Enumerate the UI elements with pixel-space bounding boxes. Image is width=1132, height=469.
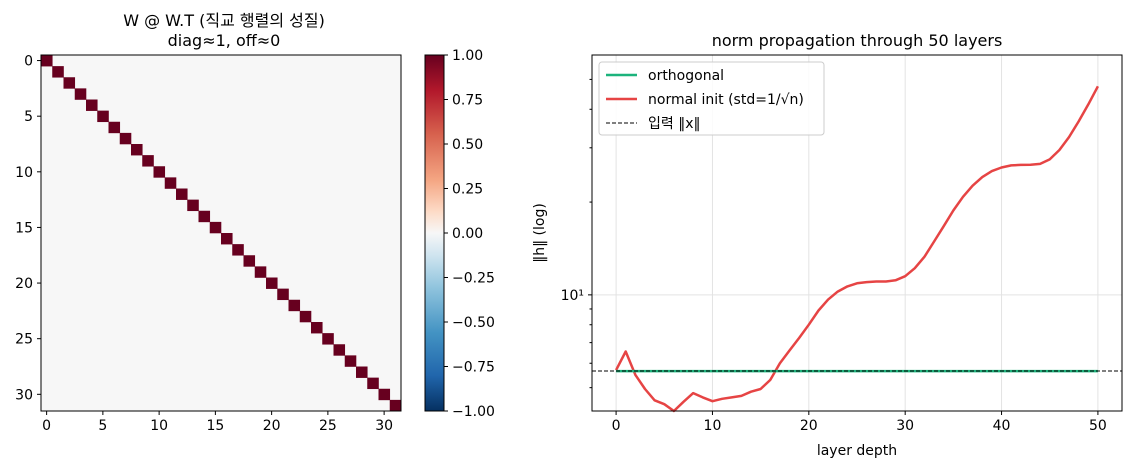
colorbar-tick-label: −0.25 [452,271,495,287]
heatmap-y-tick-label: 10 [15,165,33,181]
heatmap-diag-cell [153,166,166,178]
heatmap-diag-cell [63,77,76,89]
heatmap-diag-cell [198,210,211,223]
legend: orthogonal normal init (std=1/√n) 입력 ‖x‖ [598,61,825,136]
colorbar-tick-label: 0.25 [452,182,483,198]
legend-label-input-norm: 입력 ‖x‖ [648,116,701,132]
line-chart-title: norm propagation through 50 layers [712,31,1003,50]
heatmap-diag-cell [221,233,233,245]
heatmap-x-tick-label: 20 [263,418,281,434]
heatmap-diag-cell [378,388,391,401]
heatmap-y-tick-label: 15 [15,220,33,236]
line-x-tick-label: 10 [704,418,722,434]
heatmap-x-tick-label: 0 [42,418,51,434]
heatmap-x-ticks: 0 5 10 15 20 25 30 [42,411,393,434]
line-y-tick-label: 10¹ [561,288,584,304]
heatmap-diag-cell [356,366,368,378]
colorbar-tick-label: −1.00 [452,404,495,420]
heatmap-diag-cell [176,188,188,200]
heatmap-y-tick-label: 0 [24,54,33,70]
heatmap-title-line1: W @ W.T (직교 행렬의 성질) [123,11,325,30]
heatmap-frame [40,54,402,412]
line-x-tick-label: 0 [612,418,621,434]
heatmap-diag-cell [299,310,312,323]
line-plot-frame [591,54,1123,412]
colorbar: 1.00 0.75 0.50 0.25 0.00 −0.25 −0.50 −0.75 −1.00 [424,48,495,420]
heatmap-y-tick-label: 20 [15,276,33,292]
heatmap-x-tick-label: 30 [375,418,393,434]
colorbar-tick-label: 0.75 [452,93,483,109]
heatmap-x-tick-label: 25 [319,418,337,434]
legend-box [598,61,825,136]
heatmap-diag-cell [232,244,244,256]
heatmap-diag-cell [97,110,109,123]
heatmap-diag-cell [164,177,177,189]
line-x-ticks: 0 10 20 30 40 50 [612,411,1107,434]
heatmap-diag-cell [74,88,87,100]
line-x-tick-label: 20 [800,418,818,434]
colorbar-tick-label: 0.50 [452,137,483,153]
colorbar-tick-label: 1.00 [452,48,483,64]
line-panel: norm propagation through 50 layers 0 10 20… [532,31,1123,459]
heatmap-diag-cell [131,144,143,156]
colorbar-tick-label: −0.75 [452,360,495,376]
heatmap-diag-cell [187,199,199,212]
heatmap-x-tick-label: 10 [150,418,168,434]
normal-init-line [614,85,1100,413]
heatmap-diag-cell [243,255,256,267]
heatmap-diag-cell [288,299,301,312]
heatmap-diag-cell [254,266,267,278]
line-x-tick-label: 50 [1089,418,1107,434]
heatmap-x-tick-label: 15 [206,418,224,434]
line-series [592,85,1122,413]
heatmap-diag-cell [119,132,132,145]
line-x-axis-label: layer depth [817,443,897,459]
heatmap-panel: W @ W.T (직교 행렬의 성질) diag≈1, off≈0 0 5 10 15… [15,11,402,434]
heatmap-diag-cell [277,288,289,301]
heatmap-diag-cell [86,99,98,111]
heatmap-diag-cell [333,344,346,356]
heatmap-diag-cell [142,155,154,167]
heatmap-y-ticks: 0 5 10 15 20 25 30 [15,54,41,403]
colorbar-ticks: 1.00 0.75 0.50 0.25 0.00 −0.25 −0.50 −0.75 −1.00 [444,48,495,420]
colorbar-tick-label: −0.50 [452,315,495,331]
heatmap-diag-cell [311,322,323,334]
legend-label-orthogonal: orthogonal [648,68,724,84]
heatmap-diag-cell [266,277,278,289]
line-x-tick-label: 30 [896,418,914,434]
heatmap-y-tick-label: 25 [15,332,33,348]
heatmap-x-tick-label: 5 [98,418,107,434]
line-x-tick-label: 40 [993,418,1011,434]
heatmap-diag-cell [209,221,222,234]
colorbar-tick-label: 0.00 [452,226,483,242]
heatmap-cells [41,55,402,412]
heatmap-diag-cell [322,333,334,345]
heatmap-diag-cell [344,355,357,367]
heatmap-title-line2: diag≈1, off≈0 [168,31,281,50]
heatmap-y-tick-label: 5 [24,109,33,125]
heatmap-y-tick-label: 30 [15,387,33,403]
colorbar-gradient [424,54,445,412]
heatmap-diag-cell [108,121,121,134]
line-y-axis-label: ‖h‖ (log) [532,203,548,263]
legend-label-normal-init: normal init (std=1/√n) [648,92,804,108]
heatmap-diag-cell [367,377,379,390]
heatmap-diag-cell [52,66,64,78]
line-y-ticks: 10¹ [561,78,592,389]
heatmap-diag-cell [389,399,402,412]
heatmap-diag-cell [41,55,53,67]
